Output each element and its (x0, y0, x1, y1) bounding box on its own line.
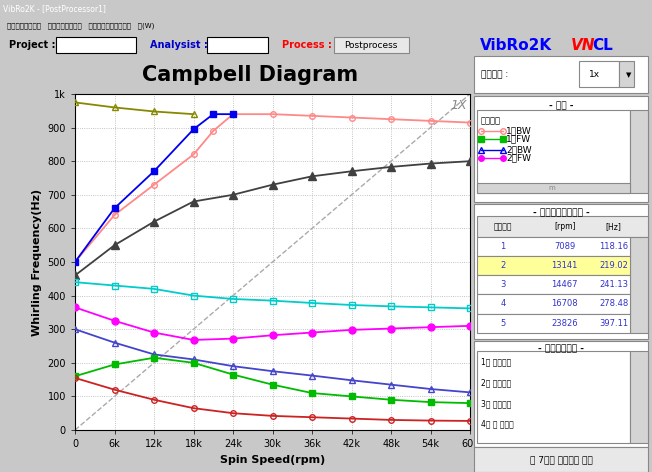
Text: 1X: 1X (450, 99, 467, 112)
Bar (630, 351, 648, 443)
Text: 위험속도: 위험속도 (494, 222, 512, 231)
Text: 118.16: 118.16 (599, 242, 629, 251)
Text: 2차FW: 2차FW (507, 153, 531, 162)
Text: 1차BW: 1차BW (507, 126, 532, 135)
Text: 4: 4 (500, 299, 505, 308)
Bar (473, 56, 648, 93)
Y-axis label: Whirling Frequency(Hz): Whirling Frequency(Hz) (32, 188, 42, 336)
Text: CL: CL (593, 37, 614, 52)
Text: 1x: 1x (589, 70, 600, 79)
Text: - 범례 -: - 범례 - (549, 101, 573, 110)
Text: m: m (548, 185, 556, 191)
Text: 휠링모드: 휠링모드 (481, 116, 501, 125)
Text: Postprocess: Postprocess (345, 41, 398, 50)
Text: Campbell Diagram: Campbell Diagram (142, 65, 358, 85)
Text: 397.11: 397.11 (599, 319, 629, 328)
FancyBboxPatch shape (207, 37, 268, 53)
Bar (619, 61, 634, 87)
Text: 2차BW: 2차BW (507, 145, 532, 154)
Text: 2: 2 (500, 261, 505, 270)
Text: [rpm]: [rpm] (554, 222, 575, 231)
Bar (473, 341, 648, 447)
Text: 1차FW: 1차FW (507, 135, 531, 143)
Bar (473, 204, 648, 339)
Bar (630, 110, 648, 193)
Text: Analysist :: Analysist : (151, 40, 208, 50)
Text: 23826: 23826 (552, 319, 578, 328)
Bar (477, 216, 648, 237)
Bar (477, 237, 630, 256)
Text: - 위험속도해석결과 -: - 위험속도해석결과 - (533, 209, 589, 218)
Text: Project :: Project : (9, 40, 56, 50)
Text: 출력범위 :: 출력범위 : (481, 70, 511, 79)
Bar (473, 95, 648, 202)
Text: 5: 5 (500, 319, 505, 328)
Text: [Hz]: [Hz] (606, 222, 622, 231)
Text: VN: VN (570, 37, 595, 52)
Bar (477, 313, 630, 333)
Bar (477, 256, 630, 275)
Text: 13141: 13141 (552, 261, 578, 270)
FancyBboxPatch shape (57, 37, 136, 53)
Text: 241.13: 241.13 (599, 280, 629, 289)
Bar (579, 61, 619, 87)
Text: 금힘진동해석결과   고유진동해석결과   정상상태진동해석결과   창(W): 금힘진동해석결과 고유진동해석결과 정상상태진동해석결과 창(W) (7, 23, 154, 29)
Text: ▼: ▼ (626, 72, 631, 78)
Text: 3: 3 (500, 280, 505, 289)
Text: 1: 1 (500, 242, 505, 251)
Bar (477, 351, 630, 443)
Text: 2차 위험속도: 2차 위험속도 (481, 378, 511, 387)
Bar (477, 110, 630, 193)
Text: 3차 위험속도: 3차 위험속도 (481, 399, 511, 408)
Text: 14467: 14467 (552, 280, 578, 289)
Bar (477, 183, 630, 193)
Text: Process :: Process : (282, 40, 332, 50)
FancyBboxPatch shape (334, 37, 409, 53)
Bar (477, 295, 630, 313)
Text: 4차 위 험속도: 4차 위 험속도 (481, 420, 514, 429)
X-axis label: Spin Speed(rpm): Spin Speed(rpm) (220, 455, 325, 464)
Text: - 위험속도보기 -: - 위험속도보기 - (538, 345, 584, 354)
Text: 16708: 16708 (552, 299, 578, 308)
Text: VibRo2K - [PostProcessor1]: VibRo2K - [PostProcessor1] (3, 5, 106, 14)
Text: 총 7개의 위험속도 존재: 총 7개의 위험속도 존재 (529, 455, 593, 464)
Text: VibRo2K: VibRo2K (479, 37, 552, 52)
Text: 1차 위험속도: 1차 위험속도 (481, 357, 511, 366)
Text: 219.02: 219.02 (599, 261, 629, 270)
Text: 7089: 7089 (554, 242, 575, 251)
Bar (473, 447, 648, 472)
Text: 278.48: 278.48 (599, 299, 629, 308)
Bar (630, 237, 648, 333)
Bar (477, 275, 630, 295)
